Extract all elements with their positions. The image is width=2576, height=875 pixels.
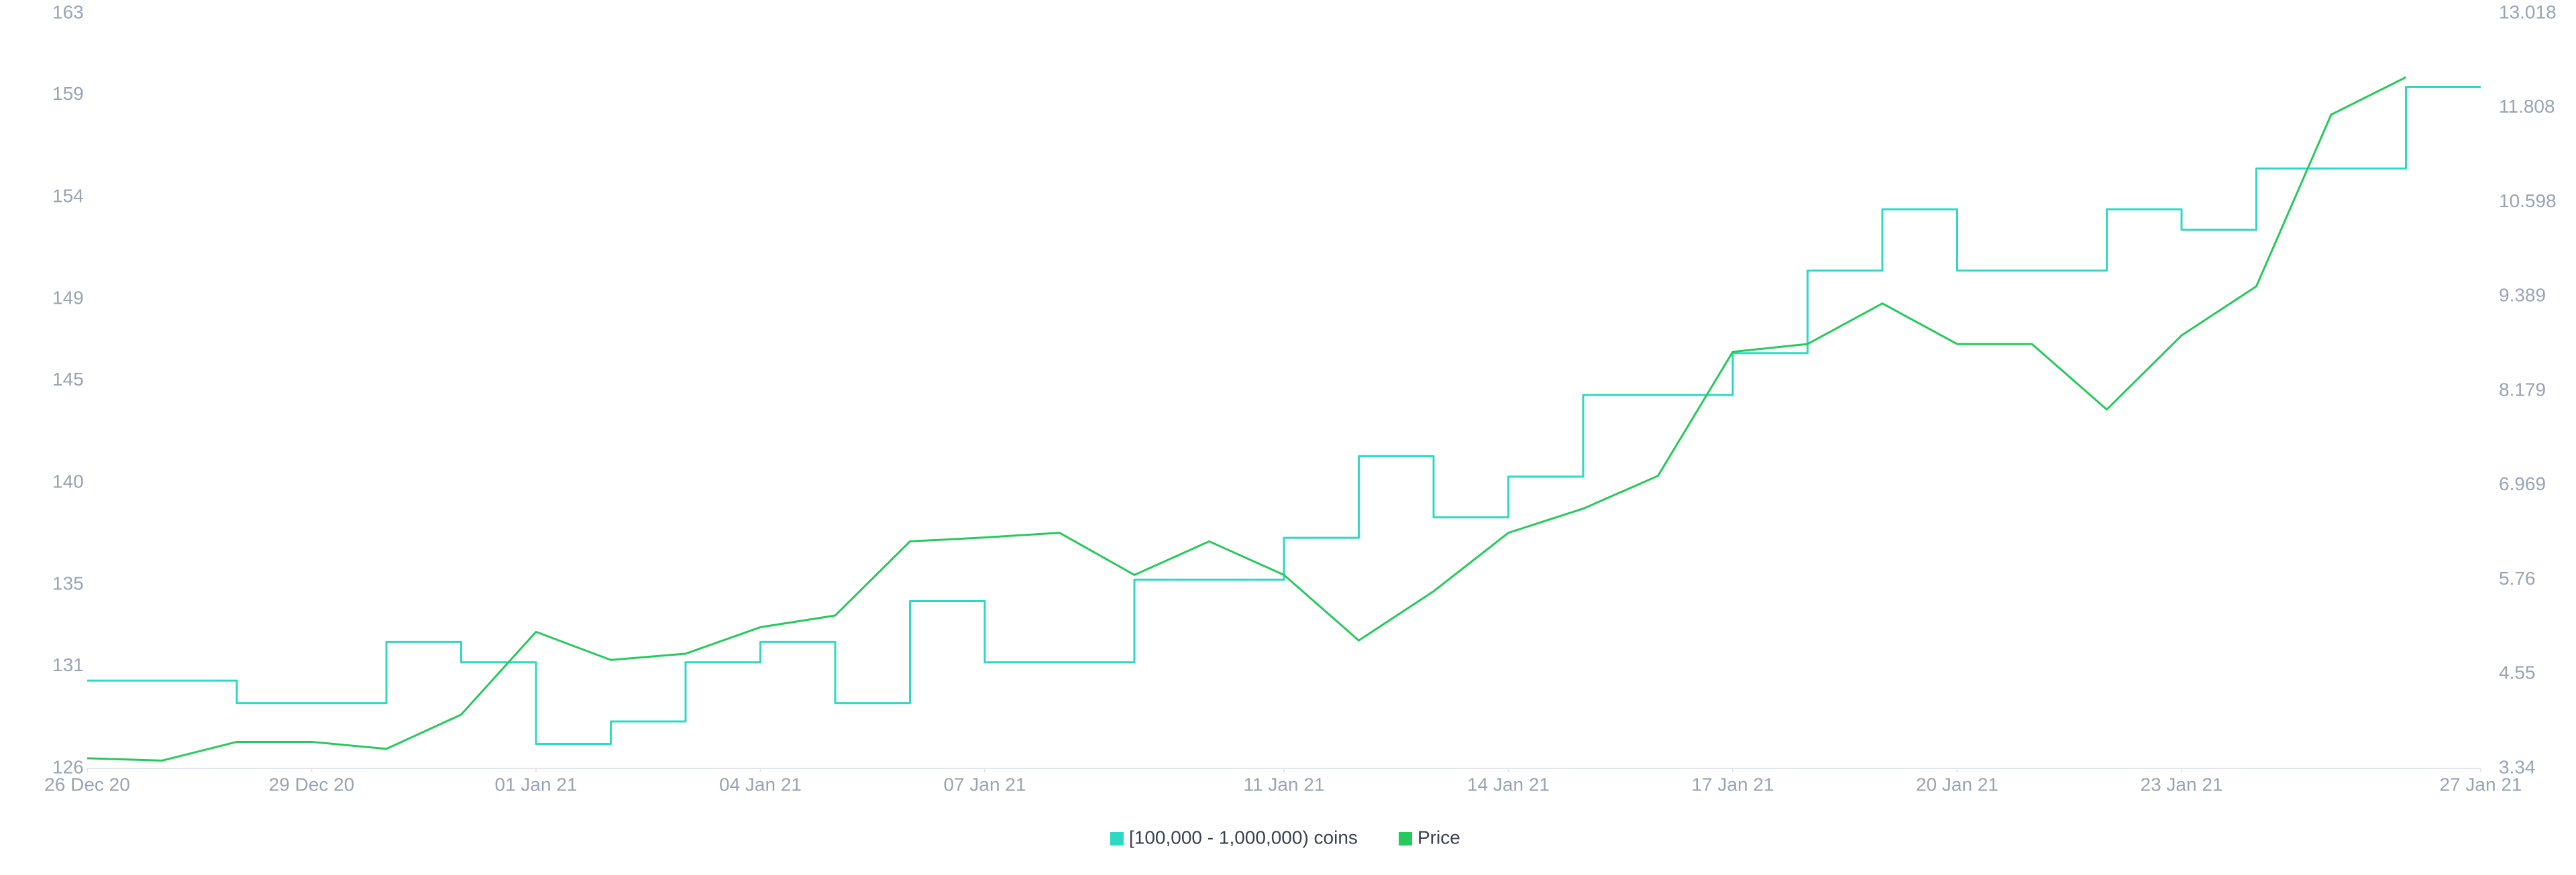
y2-tick-label: 6.969 [2499,473,2546,494]
x-tick-label: 23 Jan 21 [2141,774,2223,795]
y-tick-label: 131 [52,654,84,675]
y-tick-label: 159 [52,83,84,104]
legend-label[interactable]: [100,000 - 1,000,000) coins [1129,827,1358,848]
y-tick-label: 149 [52,287,84,308]
y2-tick-label: 9.389 [2499,285,2546,306]
y-tick-label: 135 [52,573,84,593]
legend-label[interactable]: Price [1417,827,1460,848]
x-tick-label: 07 Jan 21 [944,774,1026,795]
y2-tick-label: 11.808 [2499,96,2555,117]
x-tick-label: 20 Jan 21 [1916,774,1998,795]
y-tick-label: 145 [52,369,84,390]
x-tick-label: 17 Jan 21 [1692,774,1774,795]
legend-swatch[interactable] [1110,832,1124,845]
x-tick-label: 01 Jan 21 [495,774,578,795]
y-tick-label: 140 [52,471,84,491]
x-tick-label: 11 Jan 21 [1244,774,1325,795]
y2-tick-label: 8.179 [2499,379,2546,400]
y-tick-label: 126 [52,756,84,777]
x-tick-label: 26 Dec 20 [44,774,130,795]
y2-tick-label: 4.55 [2499,662,2536,683]
y2-tick-label: 3.34 [2499,756,2536,777]
series-line [87,76,2407,762]
y2-tick-label: 5.76 [2499,568,2536,589]
x-tick-label: 14 Jan 21 [1467,774,1550,795]
x-tick-label: 29 Dec 20 [269,774,355,795]
y-tick-label: 163 [52,1,84,22]
x-tick-label: 27 Jan 21 [2440,774,2522,795]
y2-tick-label: 13.018 [2499,1,2557,22]
y-tick-label: 154 [52,185,84,206]
y2-tick-label: 10.598 [2499,190,2557,211]
x-tick-label: 04 Jan 21 [719,774,802,795]
series-line [87,86,2481,745]
legend-swatch[interactable] [1399,832,1412,845]
